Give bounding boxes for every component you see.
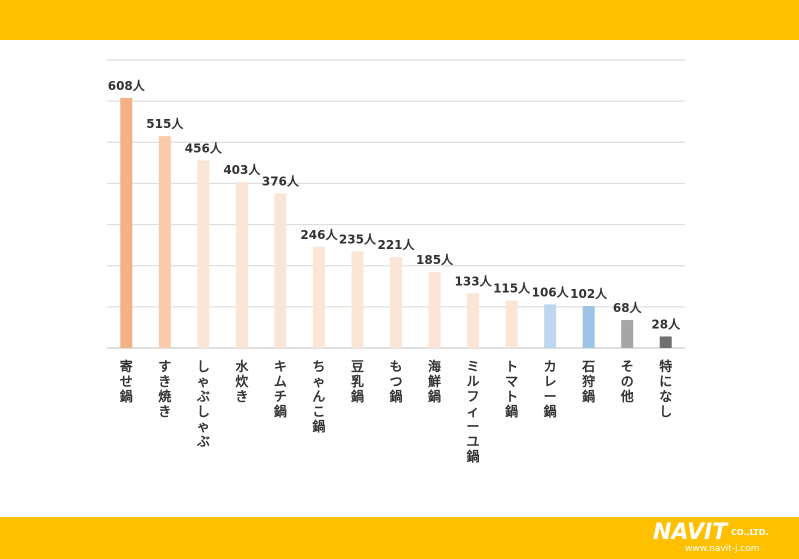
category-label: 豆乳鍋: [351, 360, 364, 405]
data-label: 221人: [377, 237, 415, 252]
category-label: その他: [620, 360, 634, 405]
bar: [582, 306, 595, 348]
logo-suffix: CO.,LTD.: [731, 528, 769, 537]
company-logo: NAVIT CO.,LTD. www.navit-j.com: [653, 519, 791, 557]
category-label: ミルフィーユ鍋: [467, 360, 480, 465]
category-label: 特になし: [659, 359, 672, 420]
data-label: 235人: [339, 231, 377, 246]
bar: [197, 160, 210, 348]
bar: [312, 246, 325, 348]
data-label: 376人: [262, 173, 300, 188]
category-label: しゃぶしゃぶ: [196, 360, 210, 450]
bar: [544, 304, 557, 348]
data-label: 246人: [300, 227, 338, 242]
category-label: ちゃんこ鍋: [312, 360, 325, 435]
category-label: キムチ鍋: [274, 360, 287, 420]
logo-wordmark: NAVIT: [653, 520, 728, 545]
bar: [505, 300, 518, 348]
category-labels: 寄せ鍋 すき焼き しゃぶしゃぶ 水炊き キムチ鍋 ちゃんこ鍋 豆乳鍋 もつ鍋 海鮮鍋 ミルフィーユ…: [120, 359, 672, 465]
data-label: 456人: [185, 140, 223, 155]
category-label: 海鮮鍋: [428, 359, 441, 405]
category-label: すき焼き: [158, 360, 171, 420]
bottom-banner: [0, 517, 799, 559]
bar: [274, 193, 287, 348]
category-label: 水炊き: [235, 359, 249, 405]
bars: [120, 97, 672, 348]
data-label: 403人: [223, 162, 261, 177]
bar: [120, 97, 133, 348]
data-label: 68人: [613, 300, 643, 315]
data-label: 133人: [455, 273, 493, 288]
category-label: 石狩鍋: [581, 360, 595, 405]
data-label: 102人: [570, 286, 608, 301]
data-label: 185人: [416, 252, 454, 267]
bar: [621, 320, 634, 348]
bar: [235, 182, 248, 348]
data-label: 106人: [532, 284, 570, 299]
data-label: 515人: [146, 116, 184, 131]
logo-url: www.navit-j.com: [685, 544, 760, 554]
category-label: 寄せ鍋: [120, 359, 133, 405]
bar: [467, 293, 480, 348]
data-label: 608人: [108, 78, 146, 93]
category-label: もつ鍋: [389, 360, 402, 405]
bar: [659, 336, 672, 348]
bar: [158, 136, 171, 348]
bar: [428, 271, 441, 348]
category-label: カレー鍋: [544, 360, 557, 420]
top-banner: [0, 0, 799, 40]
bar: [351, 251, 364, 348]
data-label: 28人: [651, 316, 681, 331]
bar: [390, 257, 402, 348]
category-label: トマト鍋: [505, 360, 518, 420]
data-label: 115人: [493, 281, 531, 296]
